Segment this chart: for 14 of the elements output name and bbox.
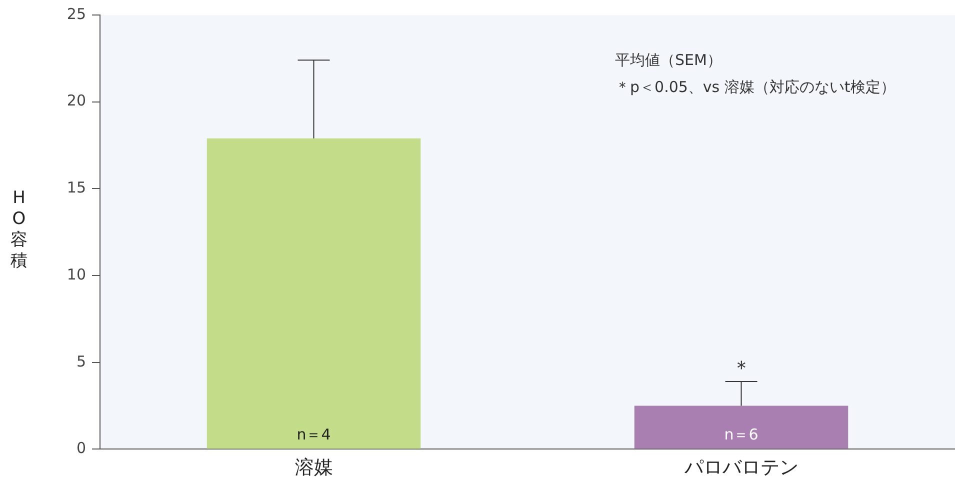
annotation: n＝6: [724, 426, 758, 444]
annotation: ＊: [731, 356, 752, 380]
x-tick-label: 溶媒: [294, 456, 333, 479]
y-axis-title: HO容積: [10, 188, 28, 272]
y-tick-label: 0: [76, 439, 86, 458]
y-tick-label: 20: [66, 92, 86, 110]
x-tick-label: パロバロテン: [683, 456, 798, 479]
y-tick-label: 5: [76, 352, 86, 370]
annotation: n＝4: [296, 426, 331, 444]
y-tick-label: 10: [66, 265, 86, 284]
y-tick-label: 25: [66, 4, 86, 23]
annotation: 平均値（SEM）: [615, 51, 722, 69]
annotation: ＊p＜0.05、vs 溶媒（対応のないt検定）: [615, 78, 896, 96]
y-tick-label: 15: [66, 178, 86, 197]
